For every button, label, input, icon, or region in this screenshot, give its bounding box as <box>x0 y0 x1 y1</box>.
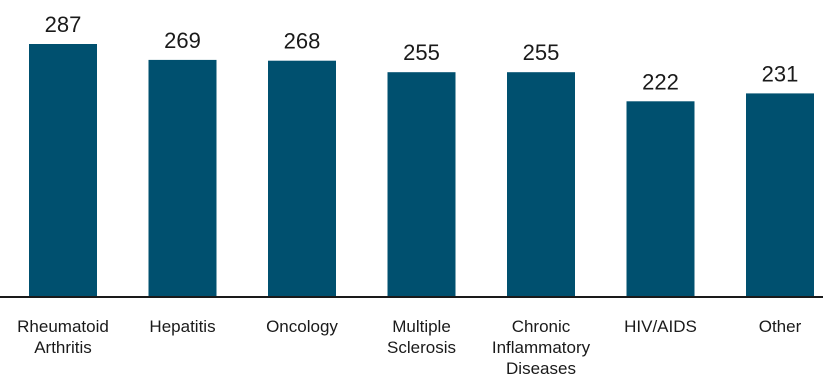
bar-other <box>746 93 814 298</box>
category-label-rheumatoid-arthritis: Rheumatoid Arthritis <box>17 317 109 357</box>
category-label-line: Arthritis <box>34 338 92 357</box>
value-label-rheumatoid-arthritis: 287 <box>45 12 82 37</box>
category-label-chronic-inflammatory-diseases: Chronic Inflammatory Diseases <box>492 317 591 378</box>
category-label-line: Rheumatoid <box>17 317 109 336</box>
value-label-other: 231 <box>762 61 799 86</box>
bar-hiv-aids <box>626 101 695 297</box>
category-label-line: Multiple <box>392 317 451 336</box>
category-label-line: HIV/AIDS <box>624 317 697 336</box>
bar-rheumatoid-arthritis <box>29 44 97 297</box>
category-label-line: Hepatitis <box>149 317 215 336</box>
bar-chronic-inflammatory-diseases <box>507 72 575 297</box>
bar-hepatitis <box>148 59 217 298</box>
value-label-hepatitis: 269 <box>164 28 201 53</box>
category-label-line: Other <box>759 317 802 336</box>
category-label-line: Sclerosis <box>387 338 456 357</box>
category-label-hepatitis: Hepatitis <box>149 317 215 336</box>
value-label-multiple-sclerosis: 255 <box>403 40 440 65</box>
category-label-line: Diseases <box>506 359 576 378</box>
category-label-line: Inflammatory <box>492 338 591 357</box>
category-label-hiv-aids: HIV/AIDS <box>624 317 697 336</box>
category-label-multiple-sclerosis: Multiple Sclerosis <box>387 317 456 357</box>
category-label-line: Oncology <box>266 317 338 336</box>
bar-oncology <box>268 60 336 298</box>
category-label-other: Other <box>759 317 802 336</box>
value-label-oncology: 268 <box>284 29 321 54</box>
category-label-line: Chronic <box>512 317 571 336</box>
value-label-hiv-aids: 222 <box>642 69 679 94</box>
bars-group <box>29 44 814 298</box>
category-label-oncology: Oncology <box>266 317 338 336</box>
value-labels-group: 287 269 268 255 255 222 231 <box>45 12 799 94</box>
category-labels-group: Rheumatoid Arthritis Hepatitis Oncology Mult… <box>17 317 801 378</box>
value-label-chronic-inflammatory-diseases: 255 <box>523 40 560 65</box>
bar-multiple-sclerosis <box>387 72 456 297</box>
